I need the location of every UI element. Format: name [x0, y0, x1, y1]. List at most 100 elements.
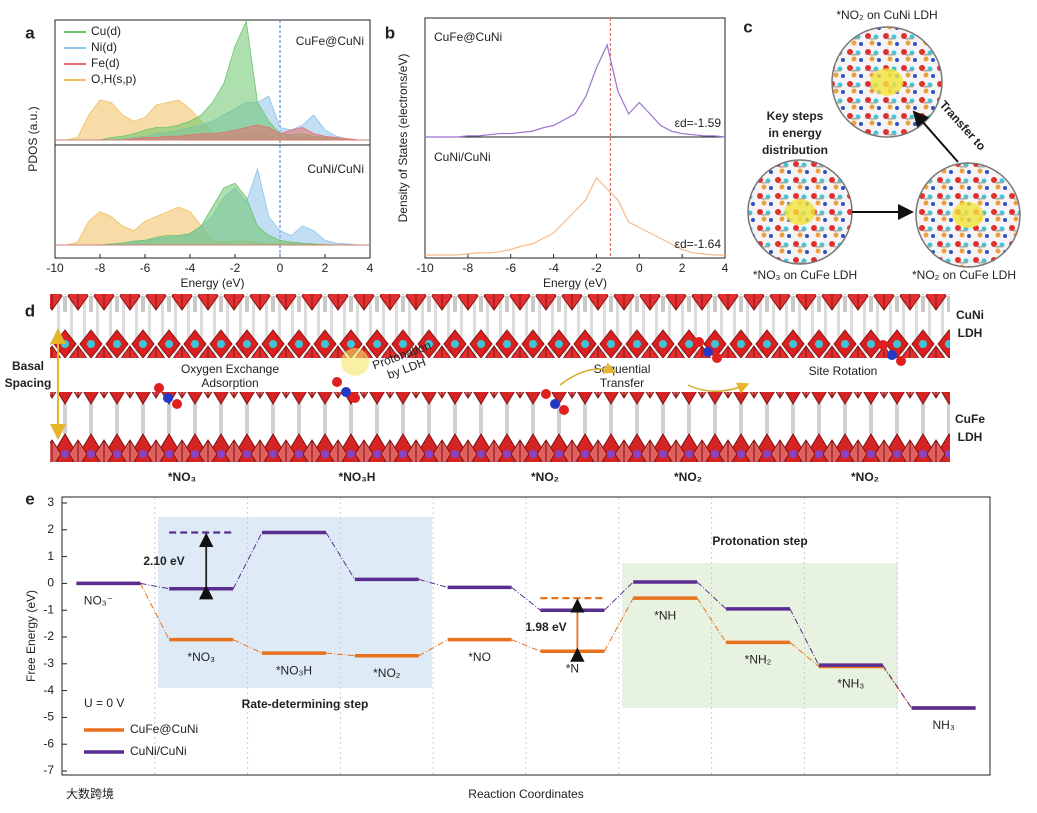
y-tick-label: -4 — [43, 683, 54, 697]
legend-label: Cu(d) — [91, 24, 121, 38]
y-tick-label: -7 — [43, 763, 54, 777]
gap-label: 1.98 eV — [525, 620, 566, 634]
molecule — [541, 389, 551, 399]
connector — [696, 581, 727, 610]
subplot-label: CuFe@CuNi — [434, 30, 502, 44]
y-tick-label: 2 — [47, 522, 54, 536]
dos-line — [425, 43, 726, 138]
subplot-label: CuNi/CuNi — [307, 162, 364, 176]
arrow-label: Transfer to — [937, 98, 989, 153]
category-label: *NO — [468, 650, 491, 664]
y-axis-label: Free Energy (eV) — [24, 590, 38, 682]
annotation: εd=-1.59 — [675, 116, 722, 130]
x-tick-label: -4 — [548, 261, 559, 275]
panel-letter: e — [25, 489, 34, 508]
condition-label: U = 0 V — [84, 696, 124, 710]
species-label: *NO₃H — [339, 470, 376, 484]
connector — [325, 532, 356, 580]
subplot-label: CuNi/CuNi — [434, 150, 491, 164]
x-tick-label: -10 — [416, 261, 434, 275]
layer-label: LDH — [958, 430, 983, 444]
legend-label: Fe(d) — [91, 56, 120, 70]
charge-density — [870, 68, 904, 96]
frame — [424, 17, 726, 259]
y-tick-label: 0 — [47, 576, 54, 590]
category-label: NH₃ — [932, 718, 954, 732]
step-label: Adsorption — [201, 376, 258, 390]
molecule — [332, 377, 342, 387]
x-tick-label: -2 — [230, 261, 241, 275]
frame — [54, 19, 371, 259]
step-label: Transfer — [600, 376, 644, 390]
connector — [325, 652, 355, 657]
arrow — [912, 110, 959, 163]
molecule — [878, 340, 888, 350]
subplot-label: CuFe@CuNi — [296, 34, 364, 48]
dos-line — [425, 176, 725, 256]
charge-density — [784, 199, 816, 225]
y-axis-label: Density of States (electrons/eV) — [396, 54, 410, 223]
molecule — [341, 387, 351, 397]
x-tick-label: 2 — [322, 261, 329, 275]
charge-density — [952, 202, 984, 228]
y-tick-label: 1 — [47, 549, 54, 563]
step-label: Site Rotation — [809, 364, 878, 378]
molecule — [694, 337, 704, 347]
panel-letter: d — [25, 301, 35, 320]
molecule — [703, 347, 713, 357]
layer-label: CuFe — [955, 412, 985, 426]
species-label: *NO₂ — [674, 470, 702, 484]
y-axis-label: PDOS (a.u.) — [26, 106, 40, 171]
structure-label: *NO₂ on CuNi LDH — [836, 8, 937, 22]
watermark: 大数跨境 — [66, 786, 114, 801]
connector — [511, 639, 541, 652]
molecule — [559, 405, 569, 415]
transfer-arrow — [559, 362, 617, 386]
x-tick-label: 4 — [367, 261, 374, 275]
region-label: Rate-determining step — [242, 697, 369, 711]
species-label: *NO₂ — [531, 470, 559, 484]
x-axis-label: Energy (eV) — [180, 276, 244, 290]
x-tick-label: 4 — [722, 261, 729, 275]
x-tick-label: -10 — [46, 261, 64, 275]
category-label: *NH₃ — [837, 677, 864, 691]
connector — [232, 532, 263, 589]
molecule — [550, 399, 560, 409]
ldh-layer — [50, 392, 950, 462]
category-label: *NH₂ — [745, 653, 772, 667]
legend-label: CuFe@CuNi — [130, 722, 198, 736]
key-text: Key steps — [767, 109, 824, 123]
spacing-label: Basal — [12, 359, 44, 373]
connector — [696, 597, 727, 643]
connector — [789, 608, 820, 666]
structure-label: *NO₃ on CuFe LDH — [753, 268, 857, 282]
x-tick-label: 0 — [636, 261, 643, 275]
panel-letter: c — [743, 17, 752, 36]
ldh-layer — [50, 294, 950, 358]
category-label: NO₃⁻ — [84, 594, 113, 608]
molecule — [163, 393, 173, 403]
molecule — [712, 353, 722, 363]
category-label: *NO₃H — [276, 663, 312, 677]
molecule — [896, 356, 906, 366]
layer-label: CuNi — [956, 308, 984, 322]
transfer-arrow — [687, 382, 750, 394]
x-tick-label: -2 — [591, 261, 602, 275]
y-tick-label: -3 — [43, 656, 54, 670]
y-tick-label: -6 — [43, 736, 54, 750]
x-tick-label: -8 — [463, 261, 474, 275]
key-text: in energy — [768, 126, 822, 140]
region-label: Protonation step — [712, 534, 807, 548]
gap-label: 2.10 eV — [143, 554, 184, 568]
connector — [603, 597, 634, 652]
x-tick-label: -6 — [505, 261, 516, 275]
molecule — [887, 350, 897, 360]
connector — [232, 639, 263, 654]
region — [622, 563, 898, 708]
category-label: *NH — [654, 608, 676, 622]
x-tick-label: -6 — [140, 261, 151, 275]
species-label: *NO₃ — [168, 470, 196, 484]
x-axis-label: Reaction Coordinates — [468, 787, 583, 801]
